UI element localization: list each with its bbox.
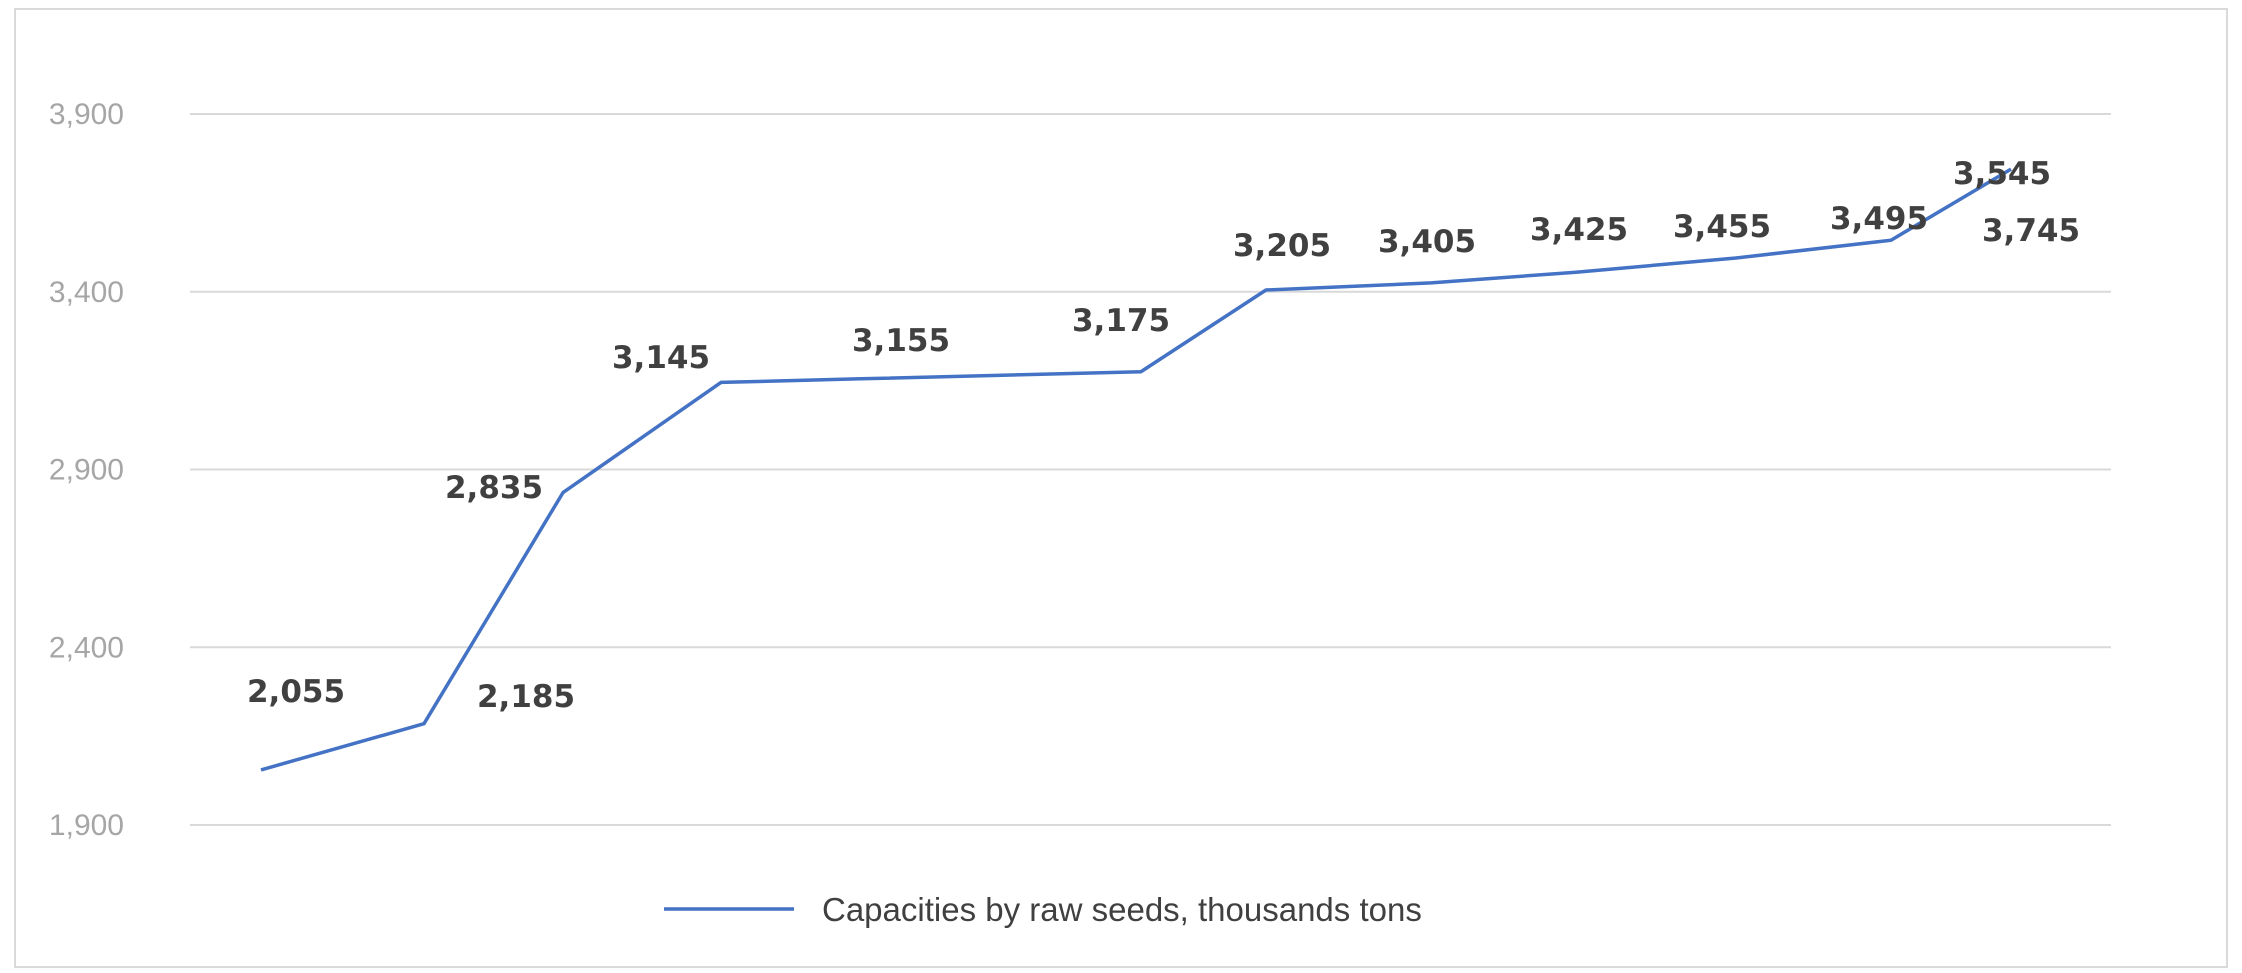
line-chart: 1,900 2,400 2,900 3,400 3,900 2,055 2,185 2,83… [49, 98, 2111, 928]
data-label: 2,055 [247, 674, 345, 710]
data-labels: 2,055 2,185 2,835 3,145 3,155 3,175 3,205 3,405… [247, 156, 2080, 715]
legend-label: Capacities by raw seeds, thousands tons [822, 891, 1422, 928]
y-tick-label: 3,900 [49, 98, 124, 131]
y-tick-label: 3,400 [49, 276, 124, 309]
data-label: 3,205 [1233, 228, 1331, 264]
data-label: 3,175 [1072, 303, 1170, 339]
data-label: 3,455 [1673, 209, 1771, 245]
data-label: 3,545 [1953, 156, 2051, 192]
legend: Capacities by raw seeds, thousands tons [664, 891, 1422, 928]
data-label: 3,425 [1530, 212, 1628, 248]
gridlines [190, 113, 2111, 826]
y-axis-tick-labels: 1,900 2,400 2,900 3,400 3,900 [49, 98, 124, 842]
chart-frame: 1,900 2,400 2,900 3,400 3,900 2,055 2,185 2,83… [14, 8, 2228, 968]
data-label: 3,145 [612, 340, 710, 376]
data-label: 3,155 [852, 323, 950, 359]
data-label: 3,405 [1378, 224, 1476, 260]
data-label: 3,495 [1830, 201, 1928, 237]
data-label: 2,835 [445, 470, 543, 506]
y-tick-label: 2,900 [49, 454, 124, 487]
y-tick-label: 2,400 [49, 631, 124, 664]
series-layer [260, 167, 2012, 772]
y-tick-label: 1,900 [49, 809, 124, 842]
data-label: 3,745 [1982, 213, 2080, 249]
data-label: 2,185 [477, 679, 575, 715]
series-line [260, 167, 2012, 772]
